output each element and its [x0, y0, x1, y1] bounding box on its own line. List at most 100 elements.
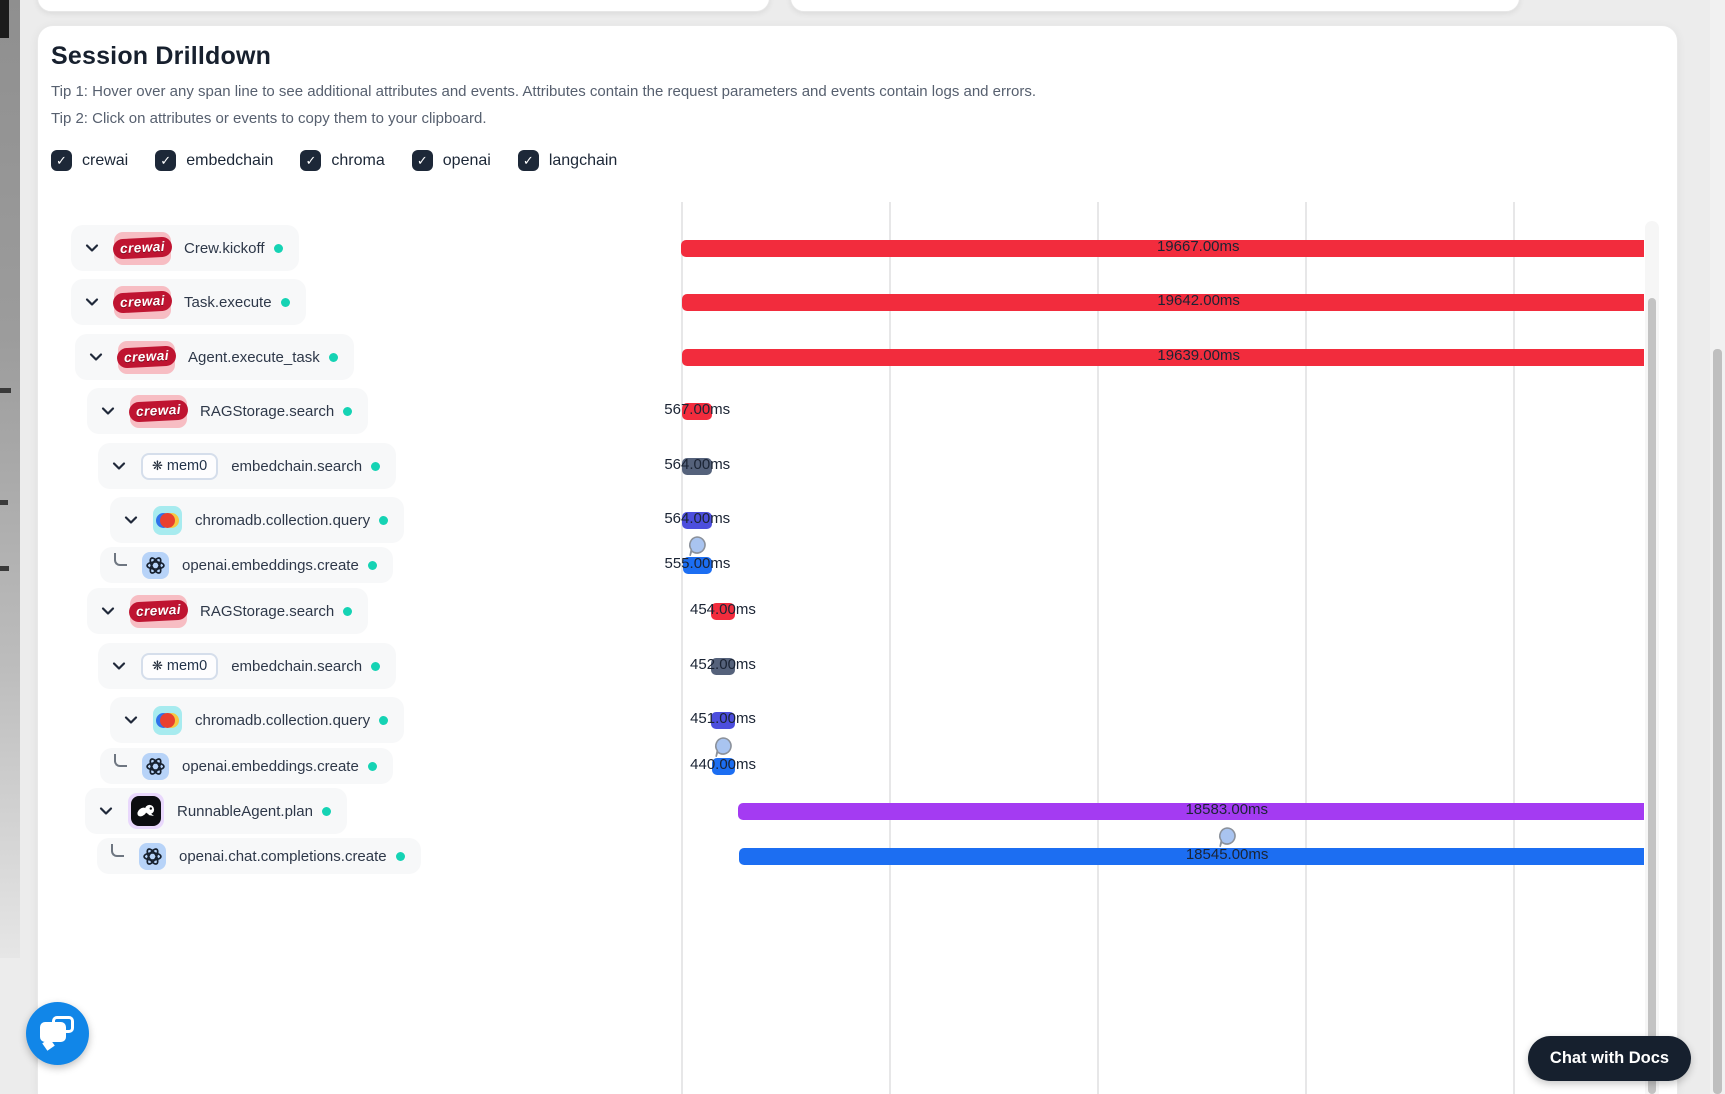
span-duration-label: 440.00ms [690, 756, 757, 773]
event-chat-bubble-icon[interactable] [712, 736, 734, 763]
chroma-logo-icon [153, 505, 182, 535]
chevron-down-icon[interactable] [122, 511, 140, 529]
crewai-logo-icon: crewai [116, 340, 177, 374]
span-duration-label: 18583.00ms [1185, 801, 1269, 818]
checkbox-checked-icon[interactable]: ✓ [155, 150, 177, 171]
filter-checkbox-embedchain[interactable]: ✓ embedchain [155, 150, 273, 171]
event-chat-bubble-icon[interactable] [686, 535, 708, 562]
filter-label: crewai [82, 151, 129, 169]
trace-waterfall: crewai Crew.kickoff 19667.00ms crewai Task.e… [71, 202, 1644, 1094]
status-dot [395, 851, 405, 861]
langchain-logo-icon [128, 793, 164, 829]
crewai-logo-icon: crewai [128, 594, 189, 628]
chat-with-docs-button[interactable]: Chat with Docs [1528, 1036, 1691, 1081]
span-duration-bar-Crew.kickoff[interactable] [681, 239, 1644, 257]
chevron-down-icon[interactable] [122, 711, 140, 729]
span-duration-label: 19642.00ms [1157, 292, 1240, 309]
span-row-Task.execute[interactable]: crewai Task.execute [71, 279, 306, 325]
span-row-chromadb.collection.query[interactable]: chromadb.collection.query [110, 697, 405, 743]
span-duration-bar-embedchain.search[interactable] [711, 657, 735, 675]
span-duration-bar-openai.embeddings.create[interactable] [711, 757, 735, 775]
tree-elbow-connector-icon [114, 552, 127, 566]
crewai-logo-icon: crewai [112, 285, 173, 319]
span-row-RunnableAgent.plan[interactable]: RunnableAgent.plan [85, 788, 347, 834]
filter-checkbox-chroma[interactable]: ✓ chroma [300, 150, 385, 171]
span-name-label: RAGStorage.search [200, 402, 335, 420]
event-chat-bubble-icon[interactable] [1216, 826, 1238, 853]
span-row-embedchain.search[interactable]: ❋ mem0 embedchain.search [98, 443, 397, 489]
span-duration-bar-RAGStorage.search[interactable] [710, 602, 735, 620]
tip-2-text: Tip 2: Click on attributes or events to … [51, 110, 487, 127]
span-duration-bar-chromadb.collection.query[interactable] [711, 711, 735, 729]
span-name-label: Task.execute [184, 293, 272, 311]
span-duration-bar-Agent.execute_task[interactable] [682, 348, 1644, 366]
span-duration-bar-chromadb.collection.query[interactable] [682, 511, 713, 529]
status-dot [379, 515, 389, 525]
span-row-openai.chat.completions.create[interactable]: openai.chat.completions.create [97, 838, 421, 874]
chevron-down-icon[interactable] [83, 293, 101, 311]
background-window-fragment [0, 500, 8, 505]
chevron-down-icon[interactable] [110, 457, 128, 475]
span-row-RAGStorage.search[interactable]: crewai RAGStorage.search [87, 588, 369, 634]
span-duration-label: 451.00ms [690, 710, 756, 727]
status-dot [321, 806, 331, 816]
status-dot [379, 715, 389, 725]
checkbox-checked-icon[interactable]: ✓ [51, 150, 72, 171]
span-duration-label: 555.00ms [664, 555, 731, 572]
span-duration-bar-Task.execute[interactable] [682, 293, 1644, 311]
status-dot [280, 297, 290, 307]
checkbox-checked-icon[interactable]: ✓ [300, 150, 322, 171]
span-row-Crew.kickoff[interactable]: crewai Crew.kickoff [71, 225, 299, 271]
chevron-down-icon[interactable] [99, 602, 117, 620]
span-duration-bar-openai.embeddings.create[interactable] [682, 556, 713, 574]
chart-scrollbar-thumb[interactable] [1648, 298, 1656, 1094]
span-name-label: openai.embeddings.create [182, 556, 359, 574]
span-name-label: chromadb.collection.query [195, 511, 371, 529]
background-window-fragment [0, 388, 11, 393]
chat-launcher-button[interactable] [26, 1002, 89, 1065]
chroma-logo-icon [153, 705, 182, 735]
crewai-logo-icon: crewai [112, 231, 173, 265]
span-name-label: RunnableAgent.plan [177, 802, 313, 820]
filter-label: langchain [548, 151, 618, 169]
filter-checkbox-langchain[interactable]: ✓ langchain [517, 150, 618, 171]
span-duration-bar-embedchain.search[interactable] [682, 457, 713, 475]
filter-label: openai [442, 151, 491, 169]
span-row-embedchain.search[interactable]: ❋ mem0 embedchain.search [98, 643, 397, 689]
tree-elbow-connector-icon [114, 753, 127, 767]
span-row-chromadb.collection.query[interactable]: chromadb.collection.query [110, 497, 405, 543]
chevron-down-icon[interactable] [87, 348, 105, 366]
span-name-label: openai.chat.completions.create [179, 847, 387, 865]
span-name-label: chromadb.collection.query [195, 711, 371, 729]
span-name-label: Agent.execute_task [188, 348, 320, 366]
span-row-openai.embeddings.create[interactable]: openai.embeddings.create [100, 748, 393, 784]
background-window-fragment [0, 0, 9, 38]
status-dot [273, 243, 283, 253]
filter-checkbox-openai[interactable]: ✓ openai [411, 150, 491, 171]
checkbox-checked-icon[interactable]: ✓ [411, 150, 433, 171]
span-duration-label: 564.00ms [664, 456, 731, 473]
chevron-down-icon[interactable] [110, 657, 128, 675]
span-name-label: embedchain.search [231, 457, 363, 475]
span-row-RAGStorage.search[interactable]: crewai RAGStorage.search [87, 388, 369, 434]
page-scrollbar-thumb[interactable] [1713, 349, 1722, 1094]
chevron-down-icon[interactable] [83, 239, 101, 257]
chat-with-docs-label: Chat with Docs [1549, 1049, 1670, 1067]
filter-label: embedchain [186, 151, 274, 169]
chevron-down-icon[interactable] [99, 402, 117, 420]
vendor-filter-row: ✓ crewai ✓ embedchain ✓ chroma ✓ openai ✓ langcha… [51, 150, 644, 171]
filter-label: chroma [331, 151, 385, 169]
chevron-down-icon[interactable] [97, 802, 115, 820]
span-duration-bar-RunnableAgent.plan[interactable] [738, 802, 1644, 820]
openai-logo-icon [142, 551, 169, 579]
checkbox-checked-icon[interactable]: ✓ [517, 150, 539, 171]
span-row-openai.embeddings.create[interactable]: openai.embeddings.create [100, 547, 393, 583]
span-duration-bar-openai.chat.completions.create[interactable] [739, 847, 1644, 865]
filter-checkbox-crewai[interactable]: ✓ crewai [51, 150, 128, 171]
status-dot [367, 560, 377, 570]
span-row-Agent.execute_task[interactable]: crewai Agent.execute_task [75, 334, 354, 380]
span-duration-bar-RAGStorage.search[interactable] [682, 402, 713, 420]
chart-gridline [1513, 202, 1515, 1094]
mem0-logo-icon: ❋ mem0 [141, 452, 219, 480]
